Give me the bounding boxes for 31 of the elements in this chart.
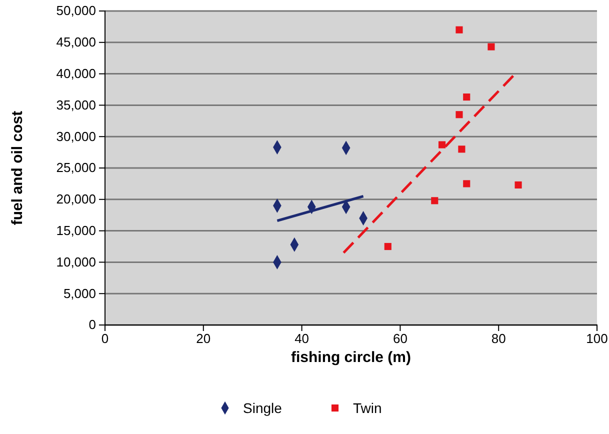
x-tick-label: 40 [294, 331, 310, 346]
point [488, 43, 495, 50]
y-tick-label: 25,000 [56, 160, 96, 176]
y-tick-label: 50,000 [56, 3, 96, 18]
point [431, 197, 438, 204]
legend-label: Twin [353, 400, 382, 416]
point [438, 141, 446, 148]
y-tick-label: 35,000 [56, 97, 96, 112]
y-tick-label: 10,000 [56, 254, 96, 270]
y-tick-label: 40,000 [56, 66, 96, 81]
y-tick-label: 0 [88, 317, 96, 332]
y-tick-label: 5,000 [63, 286, 96, 301]
y-axis-title: fuel and oil cost [9, 110, 26, 226]
x-tick-label: 20 [196, 331, 211, 346]
point [463, 94, 470, 101]
point [384, 242, 392, 250]
y-tick-label: 45,000 [56, 34, 96, 50]
x-tick-label: 0 [101, 331, 109, 346]
x-tick-label: 100 [586, 331, 608, 346]
x-tick-label: 80 [491, 331, 506, 346]
y-tick-label: 30,000 [56, 128, 96, 144]
x-tick-label: 60 [392, 331, 408, 346]
point [456, 26, 463, 34]
point [456, 111, 463, 118]
point [458, 146, 466, 153]
point [514, 181, 522, 188]
y-tick-label: 20,000 [56, 192, 96, 207]
y-tick-label: 15,000 [56, 222, 96, 238]
point [463, 180, 470, 188]
legend-label: Single [243, 400, 282, 416]
x-axis-title: fishing circle (m) [290, 349, 412, 366]
